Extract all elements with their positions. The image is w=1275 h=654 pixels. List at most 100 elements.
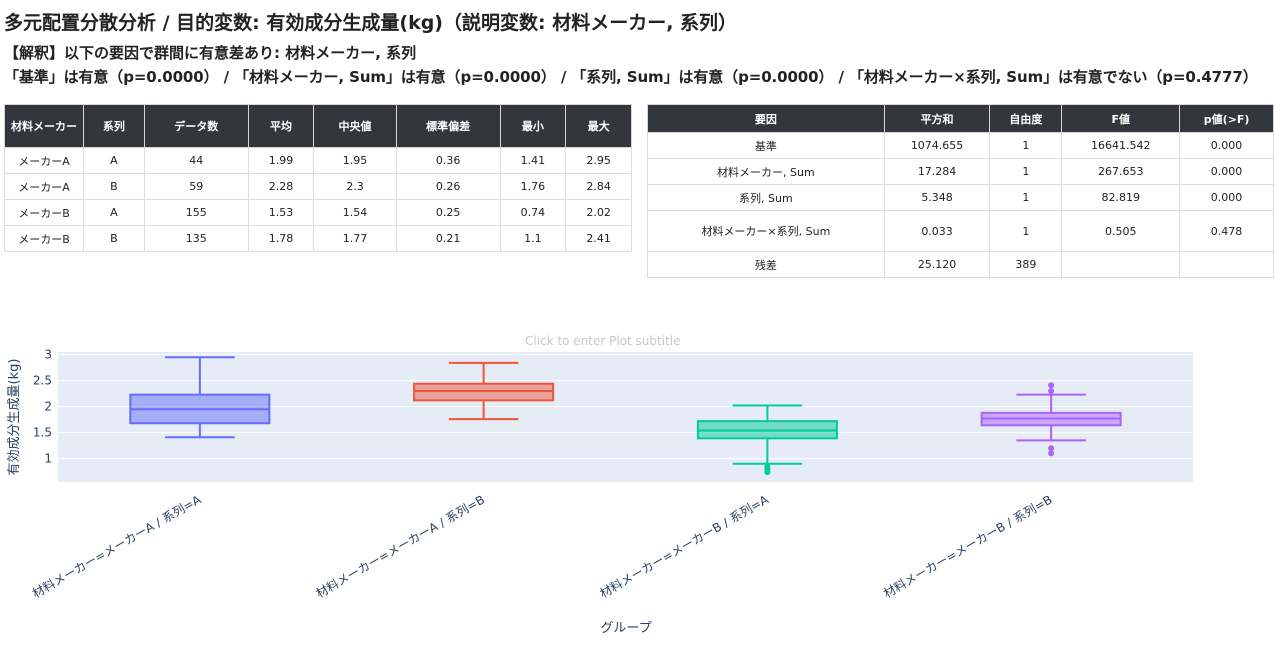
table-cell: 1.1 (499, 225, 567, 252)
table-cell: 1.95 (313, 147, 397, 174)
table-cell: 82.819 (1061, 184, 1181, 211)
y-axis-ticks: 1 1.5 2 2.5 3 (33, 348, 52, 466)
y-tick-label: 1.5 (33, 426, 52, 440)
table-cell: メーカーB (4, 199, 84, 226)
table-cell (1179, 251, 1274, 278)
table-cell: 材料メーカー×系列, Sum (647, 210, 885, 252)
table-row: 材料メーカー×系列, Sum 0.033 1 0.505 0.478 (647, 210, 1274, 252)
table-cell: 1.53 (247, 199, 315, 226)
table-cell: 0.033 (883, 210, 991, 252)
table-cell: 1 (989, 184, 1063, 211)
table-cell: 材料メーカー, Sum (647, 158, 885, 185)
table-cell: 0.26 (395, 173, 501, 200)
table-cell: メーカーA (4, 147, 84, 174)
table-cell: 389 (989, 251, 1063, 278)
outlier-point[interactable] (1048, 450, 1055, 457)
box-1[interactable] (129, 356, 271, 439)
box-series (129, 356, 1122, 476)
column-header[interactable]: 最小 (499, 104, 567, 148)
box-4[interactable] (980, 382, 1122, 457)
table-cell: 残差 (647, 251, 885, 278)
box-body[interactable] (413, 382, 555, 402)
table-cell: 2.28 (247, 173, 315, 200)
column-header[interactable]: 系列 (83, 104, 145, 148)
table-cell: 0.000 (1179, 158, 1274, 185)
column-header[interactable]: 平均 (247, 104, 315, 148)
column-header[interactable]: 平方和 (883, 104, 991, 133)
table-cell: 基準 (647, 132, 885, 159)
column-header[interactable]: 自由度 (989, 104, 1063, 133)
table-cell: A (83, 147, 145, 174)
column-header[interactable]: 最大 (565, 104, 632, 148)
table-cell: 1 (989, 132, 1063, 159)
table-cell: 1.78 (247, 225, 315, 252)
table-cell (1061, 251, 1181, 278)
table-cell: 系列, Sum (647, 184, 885, 211)
page-title: 多元配置分散分析 / 目的変数: 有効成分生成量(kg)（説明変数: 材料メーカ… (4, 12, 738, 34)
table-cell: メーカーA (4, 173, 84, 200)
y-tick-label: 2.5 (33, 374, 52, 388)
x-tick-label: 材料メーカー=メーカーA / 系列=B (314, 492, 487, 600)
outlier-point[interactable] (1048, 382, 1055, 389)
box-plot-chart[interactable]: 11.522.53 材料メーカー=メーカーA / 系列=A 材料メーカー=メーカー… (0, 340, 1275, 654)
table-cell: 0.478 (1179, 210, 1274, 252)
table-row: 材料メーカー, Sum 17.284 1 267.653 0.000 (647, 158, 1274, 185)
interpretation-detail: 「基準」は有意（p=0.0000） / 「材料メーカー, Sum」は有意（p=0… (4, 68, 1258, 86)
table-row: メーカーA A 44 1.99 1.95 0.36 1.41 2.95 (4, 147, 632, 174)
table-cell: 2.95 (565, 147, 632, 174)
table-cell: 1.99 (247, 147, 315, 174)
table-cell: B (83, 173, 145, 200)
interpretation-summary: 【解釈】以下の要因で群間に有意差あり: 材料メーカー, 系列 (4, 44, 417, 62)
x-tick-label: 材料メーカー=メーカーB / 系列=A (597, 492, 771, 601)
column-header[interactable]: F値 (1061, 104, 1181, 133)
table-header-row: 要因 平方和 自由度 F値 p値(>F) (647, 104, 1274, 133)
y-axis-label: 有効成分生成量(kg) (7, 359, 22, 476)
table-cell: 0.25 (395, 199, 501, 226)
outlier-point[interactable] (1048, 445, 1055, 452)
anova-table: 要因 平方和 自由度 F値 p値(>F) 基準 1074.655 1 16641… (647, 104, 1274, 278)
table-row: 残差 25.120 389 (647, 251, 1274, 278)
table-cell: 17.284 (883, 158, 991, 185)
table-cell: 1 (989, 210, 1063, 252)
table-cell: 0.74 (499, 199, 567, 226)
column-header[interactable]: 材料メーカー (4, 104, 84, 148)
column-header[interactable]: 中央値 (313, 104, 397, 148)
column-header[interactable]: データ数 (143, 104, 249, 148)
table-cell: 1.41 (499, 147, 567, 174)
table-cell: 135 (143, 225, 249, 252)
x-axis-ticks: 材料メーカー=メーカーA / 系列=A 材料メーカー=メーカーA / 系列=B 材料… (30, 492, 1055, 601)
table-cell: 2.41 (565, 225, 632, 252)
column-header[interactable]: 要因 (647, 104, 885, 133)
outlier-point[interactable] (1048, 388, 1055, 394)
table-cell: メーカーB (4, 225, 84, 252)
table-cell: 0.000 (1179, 132, 1274, 159)
table-row: 基準 1074.655 1 16641.542 0.000 (647, 132, 1274, 159)
table-cell: 2.3 (313, 173, 397, 200)
table-cell: B (83, 225, 145, 252)
table-cell: 59 (143, 173, 249, 200)
table-cell: 267.653 (1061, 158, 1181, 185)
table-cell: 1.54 (313, 199, 397, 226)
table-cell: 0.000 (1179, 184, 1274, 211)
table-cell: 0.21 (395, 225, 501, 252)
table-cell: 16641.542 (1061, 132, 1181, 159)
table-cell: 155 (143, 199, 249, 226)
table-row: メーカーB A 155 1.53 1.54 0.25 0.74 2.02 (4, 199, 632, 226)
y-tick-label: 3 (44, 348, 52, 362)
table-cell: 1 (989, 158, 1063, 185)
plot-subtitle-placeholder[interactable]: Click to enter Plot subtitle (525, 334, 681, 348)
outlier-point[interactable] (764, 469, 771, 476)
column-header[interactable]: p値(>F) (1179, 104, 1274, 133)
x-tick-label: 材料メーカー=メーカーA / 系列=A (30, 492, 204, 601)
column-header[interactable]: 標準偏差 (395, 104, 501, 148)
table-cell: 1.77 (313, 225, 397, 252)
box-3[interactable] (696, 404, 838, 476)
table-header-row: 材料メーカー 系列 データ数 平均 中央値 標準偏差 最小 最大 (4, 104, 632, 148)
x-tick-label: 材料メーカー=メーカーB / 系列=B (881, 492, 1054, 600)
table-cell: 25.120 (883, 251, 991, 278)
y-tick-label: 1 (44, 452, 52, 466)
table-cell: 1074.655 (883, 132, 991, 159)
table-cell: 0.505 (1061, 210, 1181, 252)
x-axis-label: グループ (600, 621, 651, 636)
box-2[interactable] (413, 361, 555, 421)
